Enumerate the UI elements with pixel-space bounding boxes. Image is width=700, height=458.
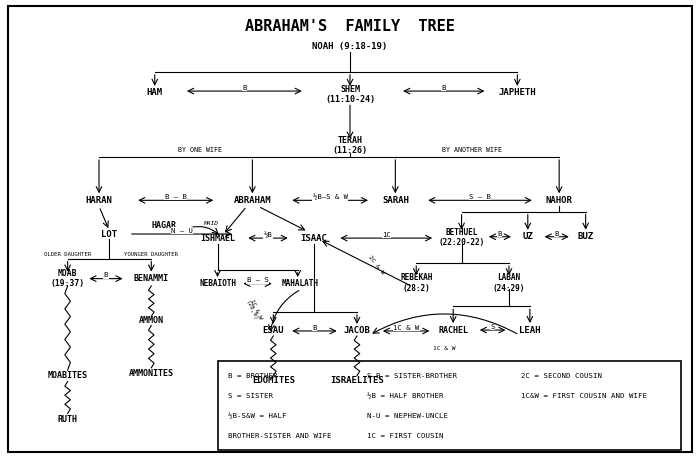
- Text: B: B: [554, 230, 559, 236]
- Text: 2C & W: 2C & W: [368, 254, 386, 275]
- Text: NEBAIOTH: NEBAIOTH: [199, 279, 236, 288]
- Text: HAGAR: HAGAR: [151, 221, 176, 230]
- Text: LABAN
(24:29): LABAN (24:29): [493, 273, 525, 293]
- Text: 1C & W
(28,9): 1C & W (28,9): [244, 298, 263, 322]
- Text: OLDER DAUGHTER: OLDER DAUGHTER: [44, 252, 91, 257]
- Text: NAHOR: NAHOR: [546, 196, 573, 205]
- Text: B: B: [312, 325, 316, 331]
- Text: BUZ: BUZ: [578, 232, 594, 241]
- Text: MOAB
(19:37): MOAB (19:37): [50, 269, 85, 289]
- Text: N – U: N – U: [171, 228, 193, 234]
- Text: EDOMITES: EDOMITES: [252, 376, 295, 385]
- Text: MAHALATH: MAHALATH: [281, 279, 318, 288]
- Text: LOT: LOT: [102, 229, 118, 239]
- Text: B – S: B – S: [246, 278, 269, 284]
- Text: SARAH: SARAH: [382, 196, 409, 205]
- Text: RACHEL: RACHEL: [438, 326, 468, 334]
- Text: S: S: [491, 324, 495, 330]
- Text: YOUNGER DAUGHTER: YOUNGER DAUGHTER: [125, 252, 178, 257]
- Text: BETHUEL
(22:20-22): BETHUEL (22:20-22): [438, 228, 484, 247]
- Text: 1C = FIRST COUSIN: 1C = FIRST COUSIN: [368, 433, 444, 439]
- Text: BROTHER-SISTER AND WIFE: BROTHER-SISTER AND WIFE: [228, 433, 332, 439]
- Text: B: B: [442, 85, 446, 91]
- Text: N-U = NEPHEW-UNCLE: N-U = NEPHEW-UNCLE: [368, 413, 449, 419]
- Text: BY ONE WIFE: BY ONE WIFE: [178, 147, 222, 153]
- Text: 1C & W: 1C & W: [393, 325, 419, 331]
- Text: AMMONITES: AMMONITES: [129, 369, 174, 378]
- Text: B: B: [104, 273, 108, 278]
- Text: S = SISTER: S = SISTER: [228, 393, 273, 399]
- FancyBboxPatch shape: [8, 6, 692, 452]
- FancyBboxPatch shape: [218, 361, 681, 450]
- Text: MOABITES: MOABITES: [48, 371, 88, 380]
- Text: BY ANOTHER WIFE: BY ANOTHER WIFE: [442, 147, 502, 153]
- Text: MAID: MAID: [204, 221, 218, 226]
- Text: RUTH: RUTH: [57, 415, 78, 424]
- Text: ISRAELITES: ISRAELITES: [330, 376, 384, 385]
- Text: 1C&W = FIRST COUSIN AND WIFE: 1C&W = FIRST COUSIN AND WIFE: [521, 393, 647, 399]
- Text: ½B: ½B: [264, 232, 272, 238]
- Text: B: B: [498, 230, 502, 236]
- Text: ½B–S & W: ½B–S & W: [313, 194, 348, 201]
- Text: ½B = HALF BROTHER: ½B = HALF BROTHER: [368, 393, 444, 399]
- Text: BENAMMI: BENAMMI: [134, 274, 169, 283]
- Text: AMMON: AMMON: [139, 316, 164, 325]
- Text: LEAH: LEAH: [519, 326, 540, 334]
- Text: ISAAC: ISAAC: [300, 234, 327, 243]
- Text: JAPHETH: JAPHETH: [498, 88, 536, 97]
- Text: JACOB: JACOB: [344, 327, 370, 335]
- Text: NOAH (9:18-19): NOAH (9:18-19): [312, 43, 388, 51]
- Text: 1C: 1C: [382, 232, 391, 238]
- Text: ESAU: ESAU: [262, 327, 284, 335]
- Text: S – B: S – B: [469, 194, 491, 200]
- Text: UZ: UZ: [522, 232, 533, 241]
- Text: B = BROTHER: B = BROTHER: [228, 373, 277, 379]
- Text: B – B: B – B: [164, 194, 187, 200]
- Text: 1C & W: 1C & W: [433, 346, 456, 351]
- Text: 2C = SECOND COUSIN: 2C = SECOND COUSIN: [521, 373, 602, 379]
- Text: ABRAHAM'S  FAMILY  TREE: ABRAHAM'S FAMILY TREE: [245, 19, 455, 34]
- Text: ABRAHAM: ABRAHAM: [234, 196, 271, 205]
- Text: ½B-S&W = HALF: ½B-S&W = HALF: [228, 413, 286, 420]
- Text: HAM: HAM: [147, 88, 163, 97]
- Text: B: B: [242, 85, 246, 91]
- Text: SHEM
(11:10-24): SHEM (11:10-24): [325, 85, 375, 104]
- Text: REBEKAH
(28:2): REBEKAH (28:2): [400, 273, 433, 293]
- Text: ISHMAEL: ISHMAEL: [200, 234, 235, 243]
- Text: S-B = SISTER-BROTHER: S-B = SISTER-BROTHER: [368, 373, 457, 379]
- Text: HARAN: HARAN: [85, 196, 113, 205]
- Text: TERAH
(11:26): TERAH (11:26): [332, 136, 368, 155]
